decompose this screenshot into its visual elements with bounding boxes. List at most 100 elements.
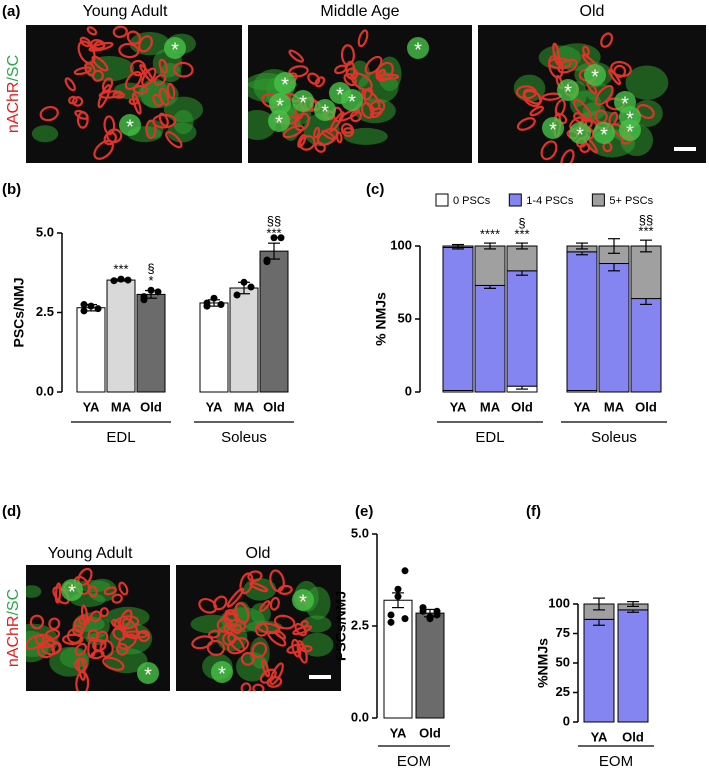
y-tick-label: 25	[556, 684, 570, 699]
nachr-branch	[139, 63, 154, 83]
y-tick-label: 5.0	[351, 525, 369, 540]
nachr-branch	[554, 99, 566, 117]
nachr-branch	[76, 111, 89, 129]
x-tick-label: Old	[263, 399, 285, 414]
sc-glow	[163, 96, 204, 123]
significance: §	[147, 261, 154, 276]
nachr-branch	[124, 70, 143, 91]
group-label: EOM	[397, 753, 431, 770]
sc-body	[292, 589, 314, 611]
data-point	[387, 611, 395, 619]
nachr-branch	[292, 625, 313, 636]
data-point	[87, 302, 95, 310]
legend-swatch	[435, 193, 449, 207]
nachr-branch	[313, 126, 321, 139]
sc-body	[164, 37, 186, 59]
sc-marker: *	[549, 119, 557, 141]
nachr-branch	[361, 88, 381, 111]
sc-body	[274, 72, 296, 94]
image-title: Old	[246, 545, 271, 562]
x-tick-label: YA	[390, 725, 407, 740]
sc-body	[569, 122, 591, 144]
nachr-branch	[145, 119, 157, 140]
nachr-branch	[540, 140, 558, 161]
sc-body	[557, 79, 579, 101]
panel-label: (d)	[2, 503, 21, 520]
nachr-branch	[349, 110, 363, 123]
y-tick-label: 5.0	[36, 224, 54, 239]
nachr-branch	[234, 602, 250, 625]
nachr-branch	[66, 628, 83, 644]
bar-segment	[598, 263, 630, 393]
sc-marker: *	[276, 95, 284, 117]
sc-marker: *	[299, 591, 307, 613]
nachr-branch	[73, 66, 93, 76]
x-tick-label: YA	[574, 399, 591, 414]
sc-glow	[84, 55, 135, 82]
panel-label: (a)	[2, 3, 20, 20]
group-label: Soleus	[221, 429, 267, 446]
nachr-branch	[240, 651, 255, 666]
sc-marker: *	[600, 124, 608, 146]
nachr-branch	[224, 609, 235, 616]
nachr-branch	[247, 570, 263, 582]
nachr-branch	[111, 593, 123, 604]
sc-marker: *	[626, 121, 634, 143]
nachr-branch	[300, 645, 313, 653]
data-point	[94, 305, 102, 313]
nachr-branch	[72, 96, 84, 107]
sc-marker: *	[126, 116, 134, 138]
sc-body	[269, 93, 291, 115]
data-point	[233, 291, 241, 299]
nachr-branch	[44, 628, 61, 641]
y-tick-label: 75	[556, 625, 570, 640]
nachr-branch	[166, 82, 176, 100]
data-point	[277, 234, 285, 242]
data-point	[147, 286, 155, 294]
data-point	[263, 256, 271, 264]
nachr-branch	[113, 615, 140, 630]
bar-segment	[566, 251, 598, 392]
nachr-branch	[369, 99, 386, 115]
nachr-branch	[294, 622, 307, 637]
nachr-branch	[130, 59, 147, 77]
nachr-branch	[610, 60, 632, 78]
nachr-branch	[173, 61, 194, 78]
data-point	[387, 618, 395, 626]
image-title: Old	[580, 3, 605, 20]
nachr-branch	[582, 45, 590, 57]
sc-body	[542, 117, 564, 139]
y-tick-label: 2.5	[351, 617, 369, 632]
x-tick-label: Old	[635, 399, 657, 414]
nachr-branch	[594, 84, 614, 106]
sc-marker: *	[275, 112, 283, 134]
nachr-branch	[232, 623, 243, 635]
y-tick-label: 50	[398, 310, 412, 325]
data-point	[247, 283, 255, 291]
bar	[259, 250, 289, 393]
bar-segment	[617, 609, 649, 723]
panel-label: (e)	[355, 503, 373, 520]
sc-glow	[236, 652, 269, 682]
nachr-branch	[103, 115, 116, 136]
significance: *	[148, 273, 153, 288]
sc-marker: *	[321, 101, 329, 123]
y-axis-label: PSCs/NMJ	[333, 591, 349, 661]
sc-marker: *	[591, 66, 599, 88]
nachr-branch	[251, 641, 268, 659]
nachr-branch	[74, 657, 88, 673]
nachr-branch	[376, 73, 400, 80]
nachr-branch	[87, 585, 98, 598]
nachr-branch	[307, 72, 321, 85]
sc-glow	[625, 65, 669, 100]
significance: ***	[514, 227, 529, 242]
nachr-branch	[90, 39, 106, 50]
stain-red: nAChR	[5, 82, 22, 134]
bar-segment	[506, 245, 538, 272]
micrograph: **	[176, 565, 341, 691]
nachr-branch	[340, 44, 355, 66]
nachr-branch	[252, 683, 265, 691]
nachr-branch	[343, 72, 357, 87]
nachr-branch	[39, 105, 59, 122]
nachr-branch	[557, 58, 578, 74]
